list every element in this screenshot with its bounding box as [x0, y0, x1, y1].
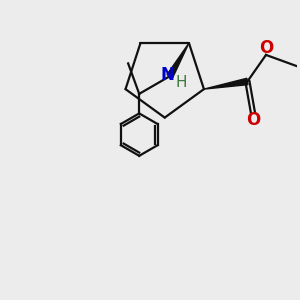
- Text: N: N: [160, 66, 174, 84]
- Text: H: H: [175, 75, 187, 90]
- Text: O: O: [246, 111, 260, 129]
- Polygon shape: [204, 78, 248, 89]
- Polygon shape: [167, 43, 189, 78]
- Text: O: O: [259, 39, 273, 57]
